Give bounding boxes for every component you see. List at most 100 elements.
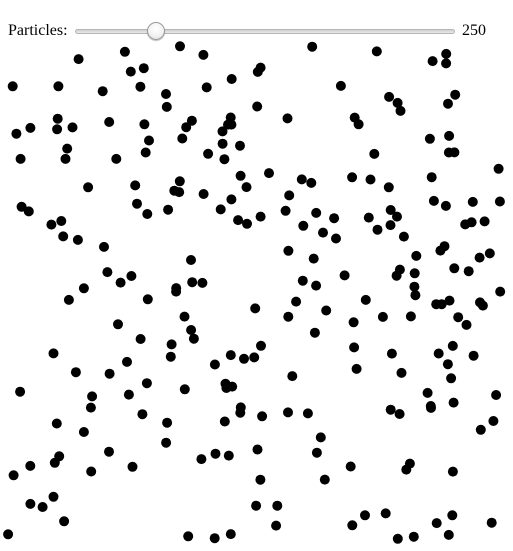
- particle: [296, 174, 307, 185]
- particle: [441, 58, 452, 69]
- particles-slider[interactable]: [75, 20, 455, 42]
- particle: [431, 299, 442, 310]
- particle: [181, 122, 192, 133]
- particle: [251, 500, 262, 511]
- particle: [369, 148, 380, 159]
- particle: [351, 363, 362, 374]
- particle: [73, 54, 84, 65]
- particle: [410, 290, 421, 301]
- particle: [138, 63, 149, 74]
- particle: [306, 177, 317, 188]
- particle: [426, 172, 437, 183]
- particle: [209, 533, 220, 544]
- particle: [371, 46, 382, 57]
- particle: [139, 119, 150, 130]
- particle: [52, 124, 63, 135]
- particle: [59, 516, 70, 527]
- particle: [179, 311, 190, 322]
- particle: [427, 56, 438, 67]
- particle: [398, 231, 409, 242]
- particle: [15, 153, 26, 164]
- particle: [187, 277, 198, 288]
- particle: [422, 387, 433, 398]
- particle: [372, 224, 383, 235]
- particle: [380, 508, 391, 519]
- particle: [54, 451, 65, 462]
- particle: [225, 529, 236, 540]
- particle: [453, 312, 464, 323]
- particle: [174, 176, 185, 187]
- particle: [46, 219, 57, 230]
- particle: [468, 350, 479, 361]
- slider-thumb[interactable]: [146, 22, 165, 40]
- particle: [140, 147, 151, 158]
- particle: [119, 46, 130, 57]
- particle: [460, 219, 471, 230]
- particle: [447, 466, 458, 477]
- particle: [384, 91, 395, 102]
- particle: [463, 266, 474, 277]
- particle: [309, 327, 320, 338]
- particle: [217, 126, 228, 137]
- particle: [255, 474, 266, 485]
- particle: [179, 384, 190, 395]
- particle: [297, 275, 308, 286]
- particle: [315, 432, 326, 443]
- particle: [319, 474, 330, 485]
- particle: [113, 319, 123, 330]
- particle: [226, 74, 237, 84]
- particle: [255, 211, 266, 222]
- particle: [493, 163, 504, 174]
- particle: [335, 80, 346, 91]
- particle: [210, 448, 221, 459]
- particle: [63, 294, 74, 305]
- particle: [272, 500, 283, 511]
- particle: [25, 498, 36, 509]
- particle: [298, 220, 309, 231]
- particle: [249, 352, 260, 363]
- particle: [225, 350, 236, 361]
- particle: [450, 89, 461, 100]
- particle: [53, 81, 64, 92]
- particle: [283, 311, 294, 322]
- particle: [163, 204, 174, 215]
- particle: [431, 518, 442, 529]
- particle: [394, 409, 405, 419]
- particle: [392, 533, 403, 544]
- particle: [385, 220, 396, 231]
- particle: [142, 294, 153, 305]
- particle: [166, 339, 177, 350]
- particle: [186, 115, 197, 126]
- particle: [339, 270, 350, 281]
- particle: [162, 417, 173, 428]
- particle: [104, 117, 115, 127]
- particle: [48, 491, 59, 502]
- particle: [307, 41, 318, 52]
- particle: [16, 201, 27, 212]
- particle: [282, 113, 293, 124]
- particle: [177, 133, 188, 144]
- particle: [385, 205, 396, 215]
- particle: [37, 502, 48, 512]
- particle: [115, 277, 126, 288]
- particle: [426, 402, 436, 413]
- particle: [198, 49, 209, 60]
- particle: [475, 297, 485, 308]
- particle-field[interactable]: [0, 38, 513, 551]
- particle: [348, 317, 359, 328]
- particle: [349, 342, 360, 353]
- particle: [264, 168, 274, 179]
- particle: [479, 216, 490, 227]
- particle: [392, 97, 403, 108]
- particle: [444, 295, 455, 306]
- particle: [377, 311, 388, 322]
- particle: [467, 196, 478, 207]
- particle: [365, 174, 376, 185]
- particle: [161, 437, 172, 448]
- particle: [25, 460, 36, 471]
- particle: [405, 311, 416, 322]
- particle: [311, 280, 322, 291]
- slider-track[interactable]: [75, 29, 455, 34]
- particle: [449, 263, 460, 274]
- particle: [311, 207, 322, 218]
